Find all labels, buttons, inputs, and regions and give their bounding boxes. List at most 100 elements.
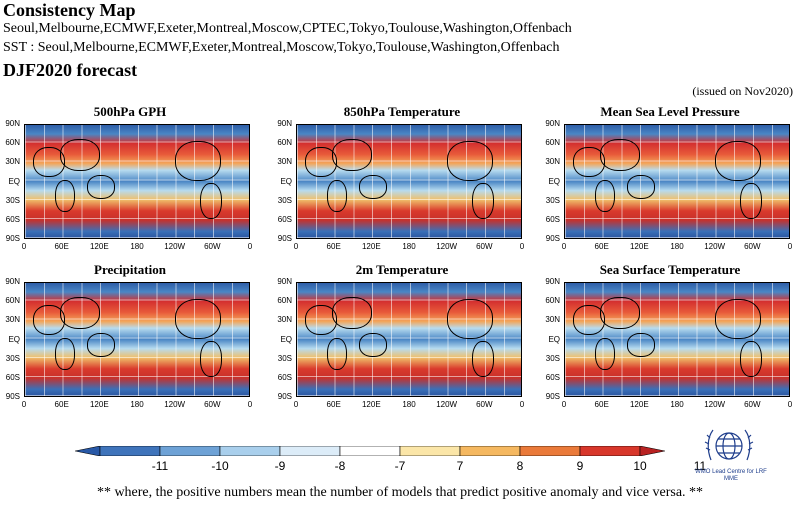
lat-label: 60N (5, 138, 20, 148)
colorbar-label: -10 (211, 459, 229, 473)
lat-label: 60S (545, 372, 560, 382)
colorbar-label: -11 (151, 459, 169, 473)
map-image (296, 282, 522, 397)
lat-label: 90S (5, 234, 20, 243)
panel-title: Sea Surface Temperature (599, 262, 741, 277)
panel-title: 2m Temperature (355, 262, 449, 277)
coastline-shape (200, 183, 222, 219)
lon-label: 60E (54, 400, 69, 409)
lat-label: 30N (277, 157, 292, 167)
lat-label: 30S (545, 353, 560, 363)
lat-label: 90N (277, 277, 292, 286)
colorbar-label: -9 (274, 459, 286, 473)
coastline-shape (332, 139, 372, 171)
colorbar-label: -7 (394, 459, 406, 473)
lon-label: 60E (326, 242, 341, 251)
lat-label: 30N (545, 315, 560, 325)
map-image (24, 124, 250, 239)
lon-label: 0 (787, 400, 793, 409)
map-image (24, 282, 250, 397)
lat-label: 90N (545, 277, 560, 286)
colorbar-segment (99, 446, 161, 456)
lon-label: 0 (21, 400, 27, 409)
colorbar-label: 11 (693, 459, 707, 473)
panel-title: 500hPa GPH (93, 104, 167, 119)
lat-label: EQ (280, 176, 292, 186)
lat-label: 60N (277, 296, 292, 306)
lat-label: 30N (545, 157, 560, 167)
lon-label: 60W (204, 242, 221, 251)
coastline-shape (55, 180, 75, 212)
coastline-shape (472, 183, 494, 219)
coastline-shape (740, 183, 762, 219)
coastline-shape (200, 341, 222, 377)
forecast-title: DJF2020 forecast (3, 60, 138, 80)
lat-label: 30S (5, 353, 20, 363)
lon-label: 60E (594, 242, 609, 251)
coastline-shape (60, 297, 100, 329)
panel-title: Mean Sea Level Pressure (600, 104, 740, 119)
lon-label: 0 (293, 400, 299, 409)
lon-label: 0 (247, 400, 253, 409)
lon-label: 120W (436, 242, 458, 251)
panel-title: 850hPa Temperature (343, 104, 461, 119)
wmo-logo (704, 429, 754, 461)
lon-label: 60E (594, 400, 609, 409)
colorbar-segment (219, 446, 281, 456)
colorbar-label: 8 (516, 459, 524, 473)
coastline-shape (359, 333, 387, 357)
map-image (296, 124, 522, 239)
coastline-shape (715, 141, 761, 181)
colorbar-segment (459, 446, 521, 456)
lon-label: 0 (561, 400, 567, 409)
colorbar-label: 7 (456, 459, 464, 473)
coastline-shape (595, 180, 615, 212)
coastline-shape (600, 297, 640, 329)
coastline-shape (447, 299, 493, 339)
lat-label: 60N (545, 296, 560, 306)
lon-label: 180 (402, 242, 416, 251)
lon-label: 120W (704, 242, 726, 251)
lat-label: EQ (280, 334, 292, 344)
coastline-shape (55, 338, 75, 370)
colorbar-arrow-left (75, 446, 101, 456)
lat-label: 90S (277, 392, 292, 401)
panel-sst: Sea Surface Temperature 90N 60N 30N EQ 30S 60… (540, 262, 800, 422)
lon-label: 180 (130, 242, 144, 251)
coastline-shape (175, 141, 221, 181)
lat-label: 60N (277, 138, 292, 148)
lon-label: 0 (21, 242, 27, 251)
lat-label: 60N (545, 138, 560, 148)
lat-label: 60S (545, 214, 560, 224)
lat-label: 30S (5, 195, 20, 205)
coastline-shape (595, 338, 615, 370)
colorbar (75, 446, 665, 456)
lat-label: 30N (277, 315, 292, 325)
lat-label: 60S (277, 214, 292, 224)
lon-label: 60W (476, 400, 493, 409)
panel-title: Precipitation (94, 262, 166, 277)
coastline-shape (627, 333, 655, 357)
coastline-shape (627, 175, 655, 199)
lat-label: 90N (5, 277, 20, 286)
coastline-shape (87, 175, 115, 199)
panel-2m-temperature: 2m Temperature 90N 60N 30N EQ 30S 60S 90S 0 60E 1… (272, 262, 532, 422)
colorbar-label: -8 (334, 459, 346, 473)
page-title: Consistency Map (3, 0, 136, 20)
panel-precipitation: Precipitation 90N 60N 30N EQ 30S 60S 90S 0 60E 12… (0, 262, 260, 422)
colorbar-segment (399, 446, 461, 456)
colorbar-segment (519, 446, 581, 456)
lat-label: 60S (277, 372, 292, 382)
lon-label: 180 (670, 242, 684, 251)
lon-label: 180 (402, 400, 416, 409)
coastline-shape (175, 299, 221, 339)
lon-label: 60W (204, 400, 221, 409)
lat-label: 90N (277, 119, 292, 128)
lon-label: 120E (629, 400, 649, 409)
lat-label: 60S (5, 214, 20, 224)
coastline-shape (332, 297, 372, 329)
lon-label: 60W (744, 400, 761, 409)
lon-label: 0 (561, 242, 567, 251)
colorbar-label: 10 (633, 459, 647, 473)
lon-label: 120W (164, 242, 186, 251)
